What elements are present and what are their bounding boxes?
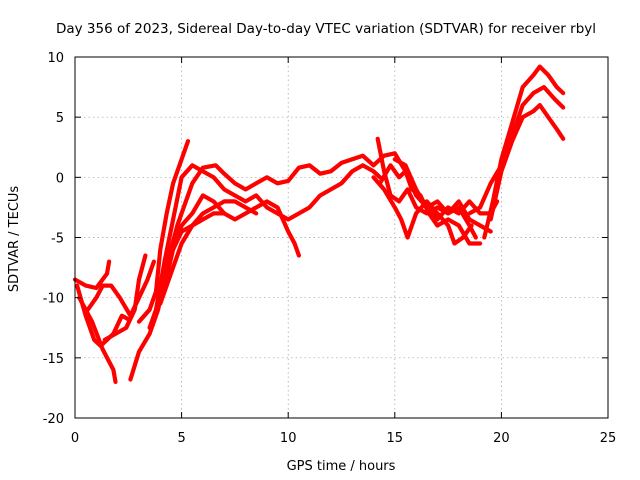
x-tick-labels: 0 5 10 15 20 25 bbox=[71, 431, 616, 446]
series-layer bbox=[72, 64, 566, 384]
x-tick-label: 20 bbox=[493, 431, 510, 446]
satellite-track-17 bbox=[482, 64, 566, 240]
satellite-track-8 bbox=[147, 163, 382, 330]
satellite-track-12 bbox=[371, 175, 474, 246]
x-axis-label: GPS time / hours bbox=[287, 459, 396, 474]
satellite-track-11 bbox=[162, 211, 227, 288]
x-tick-label: 10 bbox=[280, 431, 297, 446]
y-tick-labels: -20 -15 -10 -5 0 5 10 bbox=[43, 51, 64, 427]
grid-lines bbox=[75, 57, 608, 418]
y-tick-label: 5 bbox=[56, 111, 64, 126]
satellite-track-6 bbox=[128, 151, 478, 382]
x-tick-label: 0 bbox=[71, 431, 79, 446]
y-axis-label: SDTVAR / TECUs bbox=[7, 186, 22, 293]
x-tick-label: 5 bbox=[177, 431, 185, 446]
satellite-track-7 bbox=[136, 139, 191, 324]
satellite-track-1 bbox=[72, 259, 112, 291]
satellite-track-4 bbox=[85, 259, 156, 318]
satellite-track-18 bbox=[488, 103, 566, 222]
chart-title: Day 356 of 2023, Sidereal Day-to-day VTE… bbox=[56, 21, 596, 37]
y-tick-label: 0 bbox=[56, 171, 64, 186]
satellite-track-15 bbox=[392, 157, 500, 222]
satellite-track-5 bbox=[102, 253, 148, 342]
satellite-track-10 bbox=[158, 199, 259, 306]
satellite-track-3 bbox=[77, 295, 118, 384]
satellite-track-2 bbox=[75, 283, 131, 348]
x-tick-label: 15 bbox=[387, 431, 404, 446]
y-tick-label: 10 bbox=[47, 51, 64, 66]
axis-ticks bbox=[74, 56, 609, 419]
y-tick-label: -10 bbox=[43, 292, 64, 307]
x-tick-label: 25 bbox=[600, 431, 617, 446]
satellite-track-16 bbox=[467, 85, 566, 216]
y-tick-label: -20 bbox=[43, 412, 64, 427]
y-tick-label: -15 bbox=[43, 352, 64, 367]
y-tick-label: -5 bbox=[51, 232, 64, 247]
